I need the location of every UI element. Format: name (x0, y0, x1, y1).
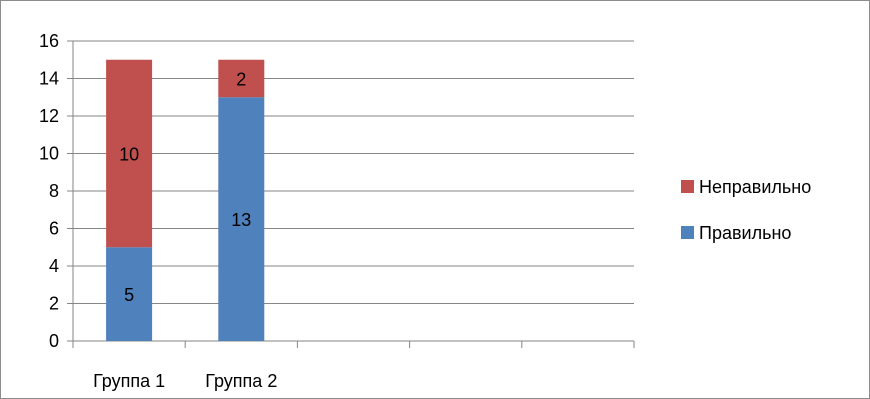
y-tick-label: 0 (49, 331, 59, 351)
bar-segment (106, 247, 153, 341)
y-tick-label: 12 (39, 106, 59, 126)
data-label: 13 (231, 210, 251, 230)
axes: 0 2 4 6 8 10 12 14 16 Группа 1 Группа 2 (39, 31, 635, 391)
legend: Неправильно Правильно (681, 177, 811, 243)
x-category-label: Группа 1 (93, 371, 165, 391)
bar-segment (218, 97, 265, 341)
y-tick-label: 2 (49, 294, 59, 314)
data-label: 5 (124, 285, 134, 305)
bars (106, 59, 265, 341)
bar-segment (218, 59, 265, 98)
legend-label: Неправильно (699, 177, 811, 197)
gridlines (73, 40, 634, 304)
legend-swatch (681, 180, 694, 193)
y-tick-label: 6 (49, 219, 59, 239)
y-tick-label: 10 (39, 144, 59, 164)
x-category-label: Группа 2 (205, 371, 277, 391)
y-tick-label: 8 (49, 181, 59, 201)
bar-segment (106, 59, 153, 248)
y-tick-label: 14 (39, 69, 59, 89)
data-label: 10 (119, 145, 139, 165)
data-labels: 5 10 13 2 (119, 70, 251, 306)
legend-label: Правильно (699, 223, 791, 243)
y-tick-label: 16 (39, 31, 59, 51)
y-tick-label: 4 (49, 256, 59, 276)
legend-swatch (681, 226, 694, 239)
data-label: 2 (236, 70, 246, 90)
